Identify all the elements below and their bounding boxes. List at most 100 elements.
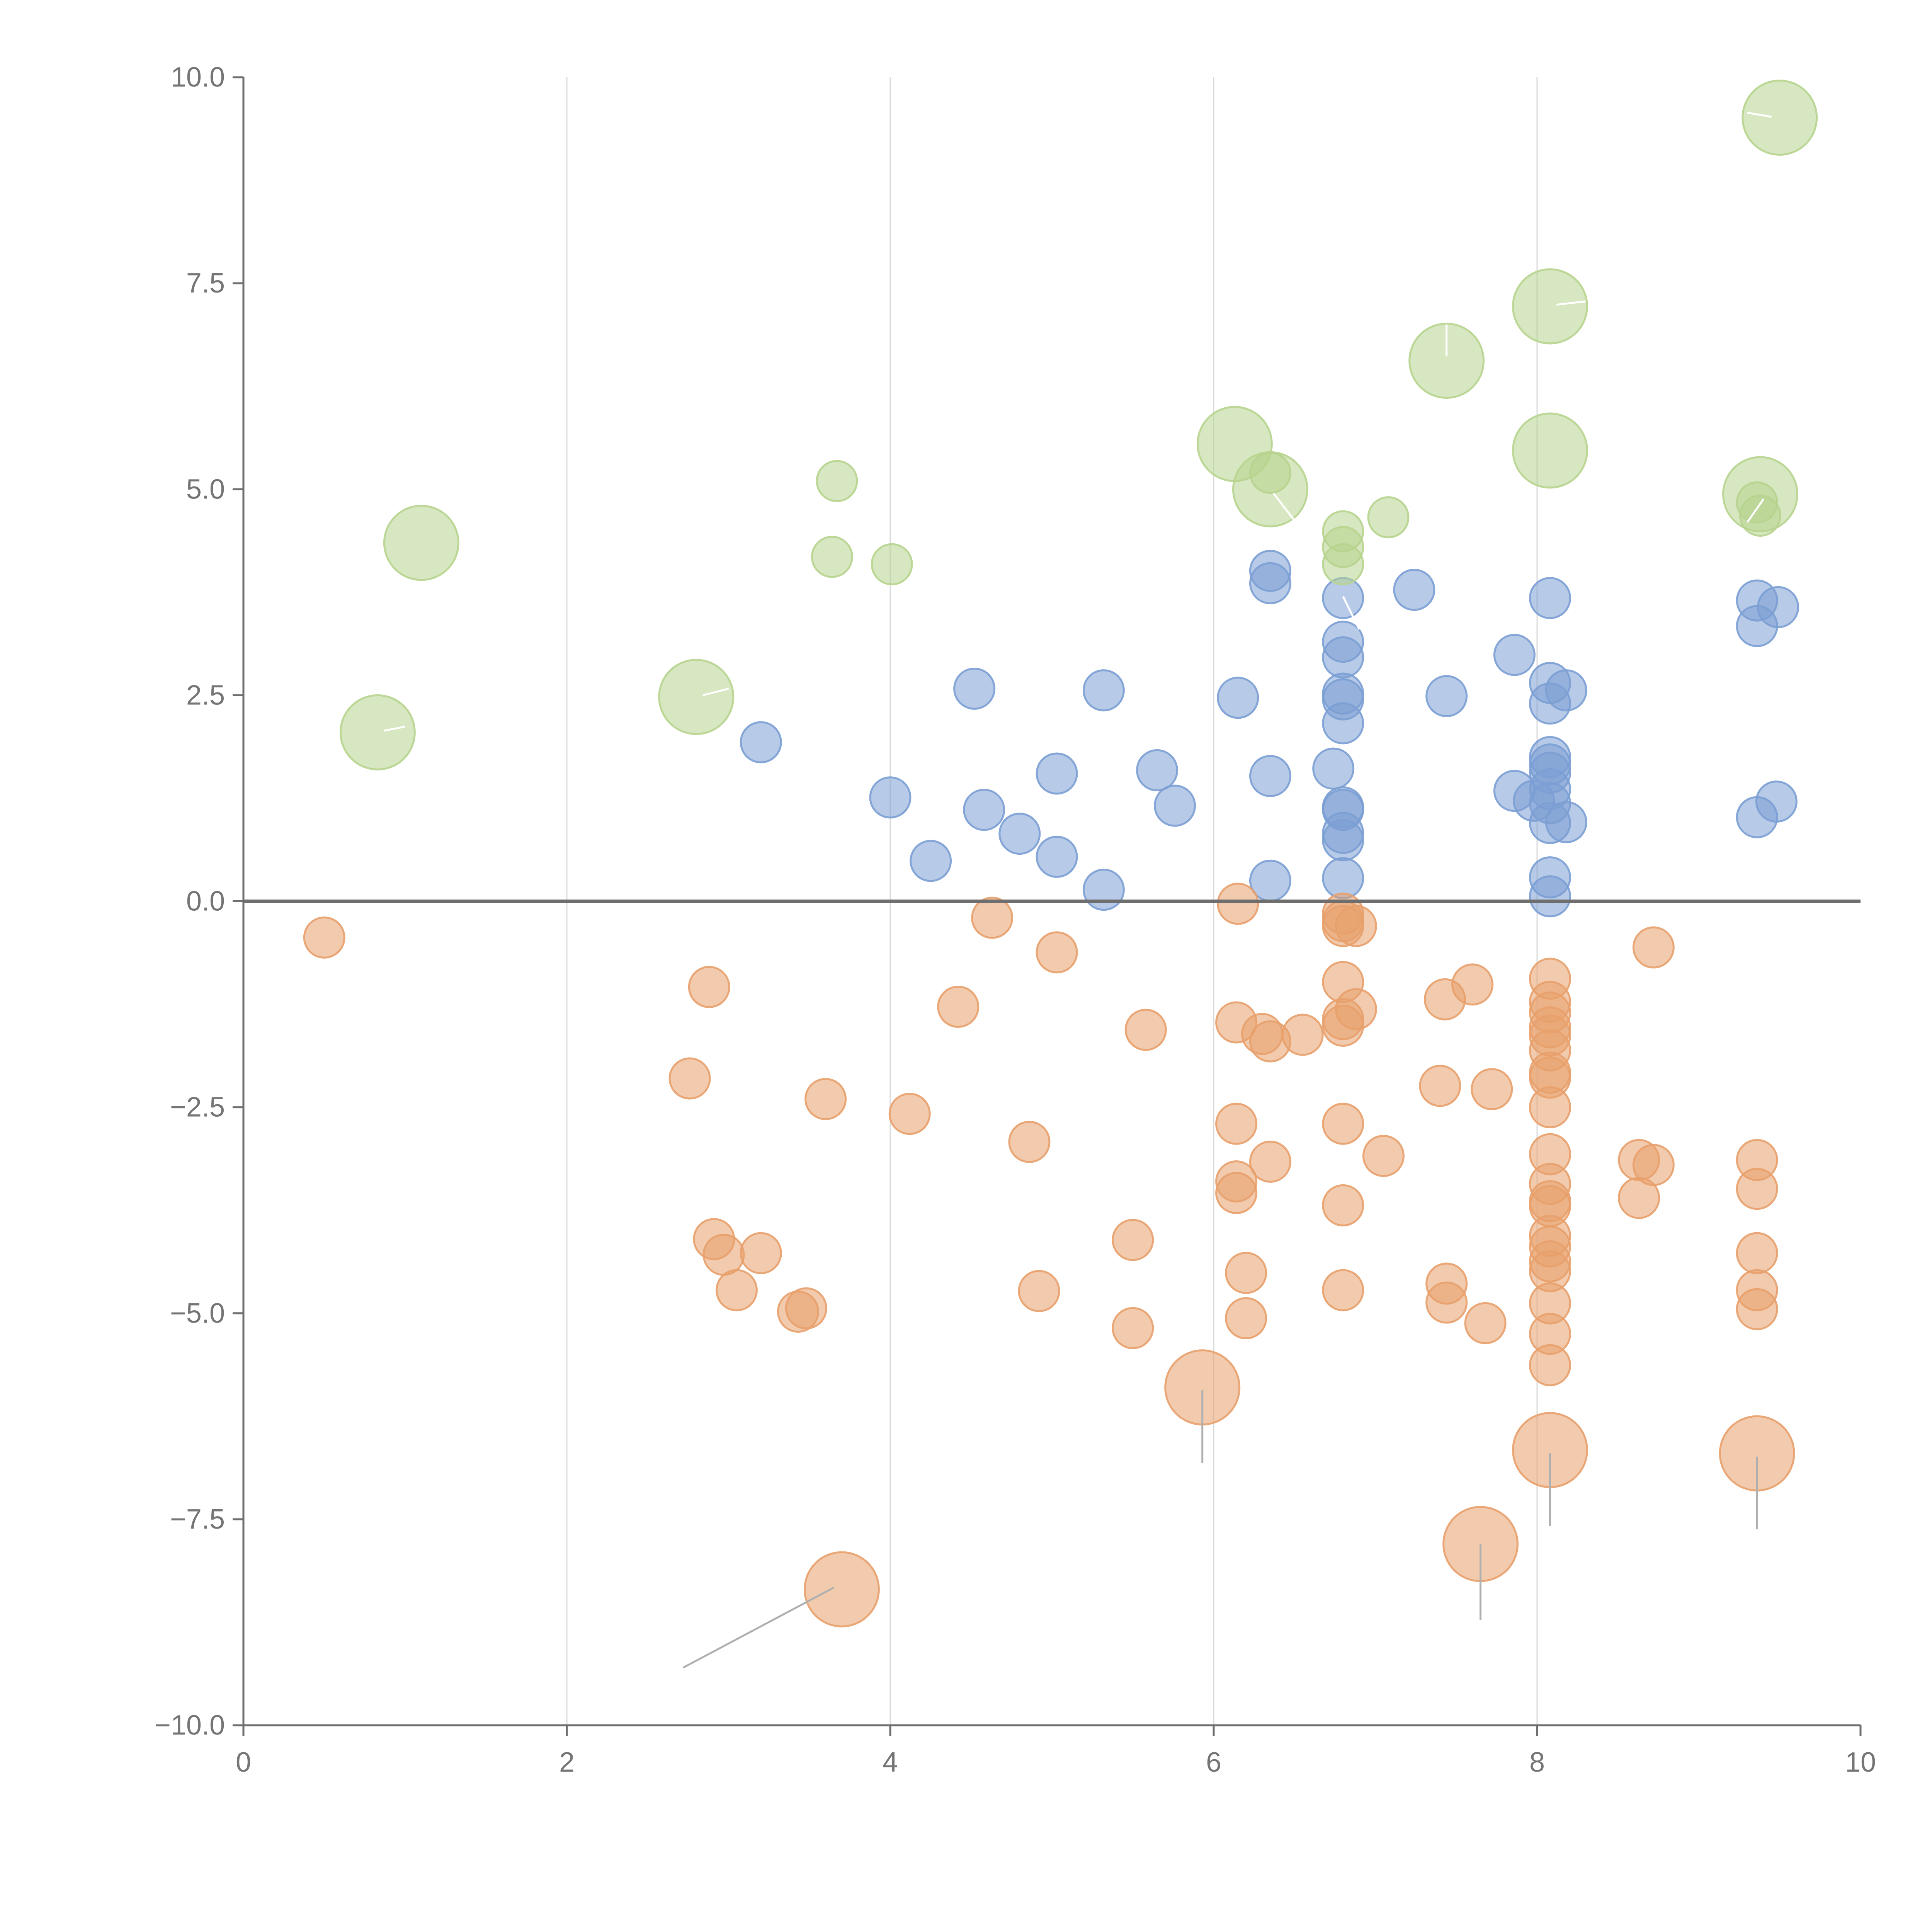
orange-point-74 (1736, 1168, 1778, 1210)
orange-point-71 (1618, 1177, 1660, 1219)
blue-point-34 (1529, 577, 1571, 619)
leader-line-7 (1272, 493, 1296, 521)
blue-point-22 (1322, 702, 1364, 745)
green-large-point-6 (1512, 268, 1588, 345)
green-point-6 (1322, 543, 1364, 585)
orange-point-38 (1322, 1102, 1364, 1145)
orange-point-19 (1217, 883, 1259, 925)
orange-point-40 (1322, 1269, 1364, 1311)
orange-point-48 (1464, 1302, 1507, 1344)
data-points (303, 79, 1818, 1628)
blue-point-28 (1322, 857, 1364, 900)
orange-point-39 (1322, 1184, 1364, 1226)
leader-line-12 (1342, 596, 1360, 630)
orange-point-75 (1736, 1232, 1778, 1274)
y-tick-label: −5.0 (170, 1298, 225, 1329)
y-tick-label: 7.5 (186, 268, 225, 299)
green-point-0 (811, 536, 853, 578)
orange-point-47 (1425, 1281, 1468, 1324)
green-point-1 (816, 460, 858, 502)
blue-point-31 (1493, 634, 1536, 676)
blue-point-7 (1036, 835, 1078, 878)
x-tick-label: 10 (1845, 1747, 1876, 1778)
orange-point-77 (1736, 1288, 1778, 1330)
x-tick-label: 2 (559, 1747, 575, 1778)
orange-point-44 (1419, 1065, 1461, 1107)
orange-point-24 (1225, 1252, 1267, 1294)
leader-line-0 (683, 1587, 834, 1668)
axes: 10.0 7.5 5.0 2.5 0.0 −2.5 −5.0 −7.5 −10.0 0 2 4 6 8 10 (155, 62, 1876, 1778)
green-large-point-1 (383, 505, 459, 581)
orange-point-5 (715, 1269, 758, 1311)
green-point-7 (1367, 496, 1410, 539)
blue-point-8 (1082, 669, 1125, 712)
orange-point-12 (971, 896, 1014, 939)
blue-point-46 (1529, 875, 1571, 918)
orange-point-41 (1362, 1134, 1405, 1177)
orange-point-17 (1112, 1307, 1154, 1349)
x-tick-label: 6 (1206, 1747, 1221, 1778)
orange-large-point-0 (803, 1551, 880, 1628)
orange-point-1 (668, 1057, 711, 1100)
y-tick-label: 10.0 (171, 62, 225, 93)
orange-point-8 (785, 1287, 827, 1330)
blue-point-6 (1036, 752, 1078, 795)
orange-point-9 (804, 1078, 847, 1120)
leader-line-10 (1747, 498, 1764, 523)
orange-point-14 (1018, 1270, 1060, 1312)
green-large-point-0 (339, 694, 416, 770)
blue-point-15 (1249, 755, 1291, 797)
green-large-point-8 (1722, 456, 1799, 532)
orange-point-10 (888, 1093, 931, 1135)
blue-point-2 (910, 840, 952, 882)
blue-point-14 (1249, 562, 1291, 604)
y-tick-label: 5.0 (186, 474, 225, 505)
orange-point-25 (1225, 1297, 1267, 1340)
orange-point-23 (1215, 1172, 1258, 1214)
y-tick-label: 2.5 (186, 680, 225, 711)
blue-point-11 (1154, 784, 1196, 827)
blue-point-1 (869, 776, 912, 819)
green-large-point-5 (1408, 323, 1485, 399)
blue-point-5 (998, 813, 1041, 855)
blue-point-3 (953, 667, 996, 710)
y-tick-label: −7.5 (170, 1504, 225, 1535)
orange-point-11 (937, 985, 980, 1028)
leader-line-5 (384, 725, 405, 732)
leader-lines (384, 112, 1772, 1668)
blue-point-29 (1393, 568, 1435, 611)
orange-point-4 (702, 1233, 745, 1276)
blue-point-9 (1082, 869, 1125, 911)
orange-point-0 (303, 916, 345, 959)
orange-point-45 (1471, 1068, 1513, 1111)
orange-point-15 (1036, 931, 1078, 974)
orange-point-18 (1124, 1009, 1167, 1051)
green-point-2 (871, 543, 913, 585)
blue-point-27 (1322, 819, 1364, 862)
orange-point-37 (1322, 1005, 1364, 1047)
green-large-point-2 (658, 659, 735, 735)
x-tick-label: 4 (883, 1747, 898, 1778)
orange-point-57 (1529, 1086, 1571, 1129)
x-tick-label: 0 (236, 1747, 251, 1778)
y-tick-label: 0.0 (186, 886, 225, 917)
y-tick-label: −2.5 (170, 1092, 225, 1123)
blue-point-23 (1312, 747, 1355, 790)
orange-point-6 (740, 1232, 782, 1274)
y-tick-label: −10.0 (155, 1710, 225, 1741)
green-large-point-9 (1742, 79, 1818, 156)
blue-point-19 (1322, 636, 1364, 679)
blue-point-4 (963, 789, 1005, 831)
blue-point-37 (1545, 669, 1587, 712)
orange-point-72 (1632, 926, 1675, 969)
blue-point-12 (1217, 677, 1259, 719)
blue-point-30 (1425, 675, 1468, 718)
orange-point-33 (1335, 905, 1377, 947)
orange-point-16 (1112, 1219, 1154, 1261)
green-large-point-7 (1512, 412, 1588, 489)
orange-point-2 (688, 966, 730, 1008)
blue-point-44 (1545, 801, 1587, 844)
blue-point-10 (1136, 749, 1179, 791)
leader-line-6 (702, 687, 729, 696)
blue-point-51 (1736, 796, 1778, 838)
